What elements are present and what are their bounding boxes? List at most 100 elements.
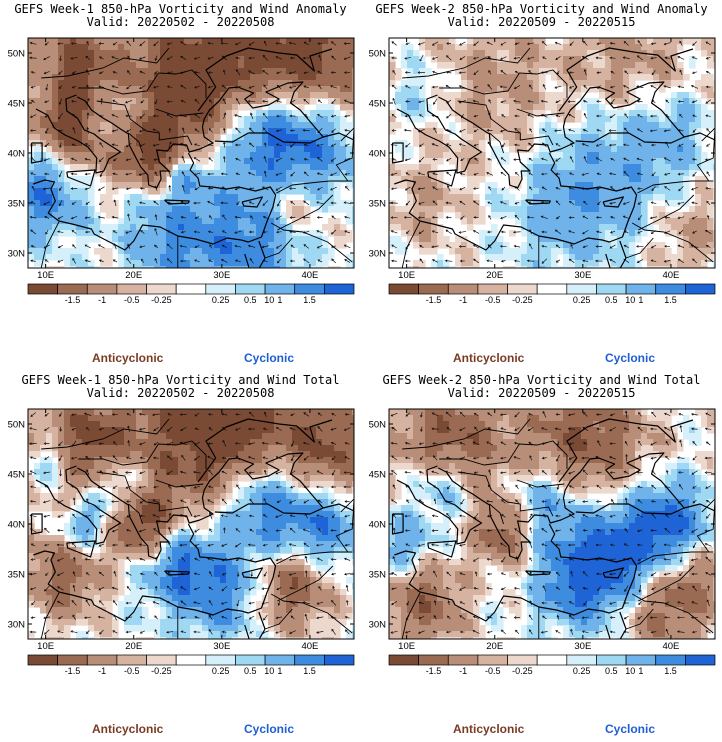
vorticity-shading: [28, 38, 354, 268]
colorbar-swatch: [86, 654, 118, 666]
colorbar-swatch: [418, 654, 449, 666]
colorbar-swatch: [294, 654, 325, 666]
colorbar-swatch: [536, 283, 568, 295]
colorbar-swatch: [477, 654, 508, 666]
colorbar-swatch: [596, 283, 627, 295]
lat-tick-label: 40N: [369, 149, 387, 160]
colorbar-tick-label: -0.5: [124, 295, 140, 305]
panel-title: GEFS Week-1 850-hPa Vorticity and Wind A…: [14, 2, 347, 16]
colorbar-tick-label: 1.5: [303, 666, 316, 676]
colorbar-tick-label: -0.5: [485, 295, 501, 305]
colorbar-tick-label: 1.5: [664, 666, 677, 676]
colorbar-swatch: [205, 654, 236, 666]
cyclonic-label: Cyclonic: [605, 351, 656, 365]
panel-valid-dates: Valid: 20220502 - 20220508: [86, 386, 275, 400]
panel-valid-dates: Valid: 20220509 - 20220515: [447, 386, 636, 400]
colorbar-swatch: [146, 654, 177, 666]
colorbar-swatch: [264, 654, 296, 666]
colorbar-tick-label: -1: [98, 295, 106, 305]
lat-tick-label: 50N: [369, 49, 387, 60]
lat-tick-label: 30N: [8, 620, 26, 631]
colorbar-swatch: [57, 283, 88, 295]
panel-title: GEFS Week-1 850-hPa Vorticity and Wind T…: [21, 373, 340, 387]
colorbar-tick-label: 0.5: [605, 666, 618, 676]
lon-tick-label: 10E: [398, 641, 415, 652]
colorbar: -1.5 -1 -0.5 -0.25 0.25 0.5 1 1.5 10: [388, 283, 716, 305]
coastlines: [391, 418, 715, 639]
lat-tick-label: 45N: [369, 470, 387, 481]
country-borders: [40, 47, 354, 268]
map-panel: GEFS Week-1 850-hPa Vorticity and Wind A…: [0, 0, 361, 371]
anticyclonic-label: Anticyclonic: [453, 722, 525, 736]
colorbar-tick-label: -0.5: [485, 666, 501, 676]
lat-tick-label: 30N: [369, 249, 387, 260]
lat-tick-label: 40N: [8, 520, 26, 531]
colorbar-tick-label: -0.25: [512, 666, 533, 676]
colorbar-swatch: [625, 283, 657, 295]
colorbar: -1.5 -1 -0.5 -0.25 0.25 0.5 1 1.5 10: [27, 283, 355, 305]
colorbar-swatch: [447, 283, 479, 295]
colorbar-swatch: [536, 654, 568, 666]
lat-tick-label: 40N: [369, 520, 387, 531]
lat-tick-label: 30N: [369, 620, 387, 631]
panel-title: GEFS Week-2 850-hPa Vorticity and Wind T…: [382, 373, 701, 387]
colorbar-tick-label: -1: [459, 666, 467, 676]
map-panel: GEFS Week-2 850-hPa Vorticity and Wind A…: [361, 0, 722, 371]
map-panel: GEFS Week-2 850-hPa Vorticity and Wind T…: [361, 371, 722, 742]
country-borders: [401, 418, 715, 639]
colorbar-swatch: [27, 654, 58, 666]
panel-valid-dates: Valid: 20220502 - 20220508: [86, 15, 275, 29]
map-canvas: 50N 45N 40N 35N 30N 10E 20E 30E 40E -1.5 -1 -0.5 -0.…: [369, 408, 716, 676]
coastlines: [30, 47, 354, 268]
colorbar-swatch: [418, 283, 449, 295]
colorbar-tick-label: -0.25: [151, 295, 172, 305]
colorbar-swatch: [388, 283, 419, 295]
colorbar-tick-label: 1.5: [303, 295, 316, 305]
colorbar-unit: 10: [625, 295, 635, 305]
colorbar-tick-label: -0.25: [512, 295, 533, 305]
colorbar-unit: 10: [264, 295, 274, 305]
colorbar-swatch: [116, 654, 147, 666]
vorticity-shading: [28, 409, 354, 639]
colorbar: -1.5 -1 -0.5 -0.25 0.25 0.5 1 1.5 10: [388, 654, 716, 676]
colorbar-swatch: [86, 283, 118, 295]
colorbar-tick-label: -1: [459, 295, 467, 305]
colorbar-tick-label: -0.5: [124, 666, 140, 676]
colorbar-swatch: [655, 283, 686, 295]
colorbar-swatch: [566, 283, 597, 295]
colorbar-swatch: [116, 283, 147, 295]
colorbar-tick-label: -1: [98, 666, 106, 676]
colorbar-tick-label: 0.5: [244, 295, 257, 305]
country-borders: [40, 418, 354, 639]
colorbar-unit: 10: [264, 666, 274, 676]
colorbar-swatch: [625, 654, 657, 666]
colorbar-tick-label: 0.5: [244, 666, 257, 676]
lon-tick-label: 20E: [486, 641, 503, 652]
colorbar-tick-label: 0.25: [573, 666, 591, 676]
panel-valid-dates: Valid: 20220509 - 20220515: [447, 15, 636, 29]
colorbar-swatch: [175, 654, 207, 666]
colorbar-tick-label: 0.25: [212, 295, 230, 305]
map-panel: GEFS Week-1 850-hPa Vorticity and Wind T…: [0, 371, 361, 742]
colorbar-swatch: [57, 654, 88, 666]
wind-vectors: [29, 40, 351, 264]
lon-tick-label: 30E: [213, 270, 230, 281]
colorbar-tick-label: 1: [638, 666, 643, 676]
colorbar-swatch: [566, 654, 597, 666]
lat-tick-label: 45N: [8, 99, 26, 110]
lon-tick-label: 40E: [662, 641, 679, 652]
lon-tick-label: 40E: [662, 270, 679, 281]
colorbar-tick-label: 1: [277, 295, 282, 305]
lat-tick-label: 35N: [8, 570, 26, 581]
colorbar-swatch: [477, 283, 508, 295]
colorbar-swatch: [685, 654, 716, 666]
map-canvas: 50N 45N 40N 35N 30N 10E 20E 30E 40E -1.5 -1 -0.5 -0.…: [369, 37, 716, 305]
lat-tick-label: 50N: [369, 420, 387, 431]
lon-tick-label: 10E: [398, 270, 415, 281]
colorbar-tick-label: -1.5: [426, 295, 442, 305]
lat-tick-label: 35N: [369, 199, 387, 210]
vorticity-shading: [389, 409, 715, 639]
colorbar-swatch: [388, 654, 419, 666]
colorbar-tick-label: 0.25: [573, 295, 591, 305]
colorbar-tick-label: 0.5: [605, 295, 618, 305]
